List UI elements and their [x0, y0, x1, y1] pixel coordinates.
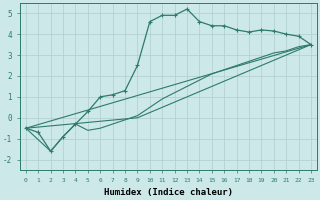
- X-axis label: Humidex (Indice chaleur): Humidex (Indice chaleur): [104, 188, 233, 197]
